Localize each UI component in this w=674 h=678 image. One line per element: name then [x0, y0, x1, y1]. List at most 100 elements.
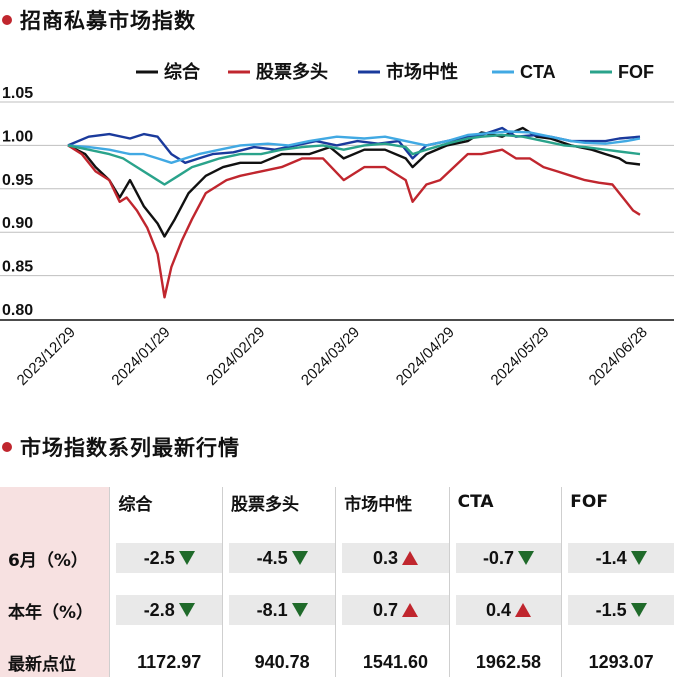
value-box: -0.7	[455, 543, 562, 573]
chart-legend: 综合 股票多头 市场中性 CTA FOF	[136, 61, 654, 82]
spacer-cell	[335, 517, 450, 543]
up-triangle-icon	[401, 603, 418, 617]
value-box: 0.7	[342, 595, 449, 625]
value-box: 1293.07	[568, 647, 674, 677]
column-header: CTA	[448, 487, 562, 517]
spacer-cell	[335, 625, 450, 647]
y-tick-label: 0.80	[2, 302, 33, 319]
value-text: 1293.07	[588, 651, 654, 672]
y-tick-label: 0.90	[2, 215, 33, 232]
value-box: -2.5	[116, 543, 222, 573]
table-section-title: 市场指数系列最新行情	[0, 432, 240, 462]
down-triangle-icon	[291, 551, 308, 565]
value-cell: -2.5	[109, 543, 223, 573]
quote-table: 综合 股票多头 市场中性 CTA FOF 6月（%） -2.5 -4.5 0.3 -0.7 -1.4…	[0, 487, 674, 677]
down-triangle-icon	[630, 603, 647, 617]
legend-label: 股票多头	[255, 61, 328, 82]
series-line	[67, 144, 641, 299]
value-cell: -4.5	[221, 543, 336, 573]
value-cell: -1.4	[561, 543, 674, 573]
value-cell: 0.4	[448, 595, 562, 625]
y-tick-label: 0.85	[2, 259, 33, 276]
y-axis: 1.05 1.00 0.95 0.90 0.85 0.80	[2, 85, 33, 319]
bullet-dot-icon	[2, 15, 12, 25]
column-header: 市场中性	[335, 487, 450, 517]
value-cell: 0.7	[335, 595, 450, 625]
spacer-cell	[561, 573, 674, 595]
up-triangle-icon	[401, 551, 418, 565]
value-text: -1.5	[595, 599, 627, 620]
down-triangle-icon	[178, 603, 195, 617]
value-text: -0.7	[482, 547, 514, 568]
value-text: 1962.58	[475, 651, 541, 672]
value-text: 0.3	[372, 547, 398, 568]
down-triangle-icon	[178, 551, 195, 565]
spacer-cell	[109, 573, 223, 595]
value-cell: 1293.07	[561, 647, 674, 677]
value-cell: -1.5	[561, 595, 674, 625]
header-corner	[0, 487, 110, 517]
legend-label: CTA	[520, 62, 556, 82]
value-box: 1541.60	[342, 647, 448, 677]
value-text: -2.8	[143, 599, 175, 620]
value-cell: 0.3	[335, 543, 450, 573]
chart-section-title: 招商私募市场指数	[0, 5, 196, 35]
value-cell: 1172.97	[109, 647, 223, 677]
x-tick-label: 2024/01/29	[108, 324, 173, 389]
value-text: -1.4	[595, 547, 627, 568]
x-tick-label: 2024/04/29	[393, 324, 458, 389]
table-row: 最新点位 1172.97 940.78 1541.60 1962.58 1293.07	[0, 647, 674, 677]
x-tick-label: 2023/12/29	[14, 324, 79, 389]
spacer-cell	[109, 517, 223, 543]
value-text: -4.5	[256, 547, 288, 568]
table-row: 本年（%） -2.8 -8.1 0.7 0.4 -1.5	[0, 595, 674, 625]
row-spacer	[0, 517, 674, 543]
series-line	[67, 130, 641, 164]
x-tick-label: 2024/06/28	[586, 324, 651, 389]
series-line	[67, 126, 641, 238]
spacer-cell	[335, 573, 450, 595]
value-text: 1541.60	[362, 651, 428, 672]
spacer-cell	[221, 517, 336, 543]
value-box: 940.78	[229, 647, 335, 677]
value-cell: 1541.60	[335, 647, 450, 677]
chart-series	[67, 126, 641, 299]
value-text: -2.5	[143, 547, 175, 568]
down-triangle-icon	[630, 551, 647, 565]
spacer-cell	[448, 517, 562, 543]
spacer-cell	[221, 573, 336, 595]
row-label-spacer	[0, 625, 110, 647]
row-label-spacer	[0, 517, 110, 543]
down-triangle-icon	[291, 603, 308, 617]
value-box: -4.5	[228, 543, 336, 573]
legend-label: 综合	[164, 61, 201, 82]
table-row: 6月（%） -2.5 -4.5 0.3 -0.7 -1.4	[0, 543, 674, 573]
y-tick-label: 1.00	[2, 128, 33, 145]
value-cell: -0.7	[448, 543, 562, 573]
row-label-spacer	[0, 573, 110, 595]
value-text: 0.4	[485, 599, 511, 620]
up-triangle-icon	[514, 603, 531, 617]
y-tick-label: 1.05	[2, 85, 33, 102]
spacer-cell	[221, 625, 336, 647]
value-text: 1172.97	[137, 651, 202, 672]
spacer-cell	[448, 573, 562, 595]
value-text: -8.1	[256, 599, 288, 620]
value-box: 1172.97	[116, 647, 222, 677]
value-cell: 940.78	[221, 647, 336, 677]
bullet-dot-icon	[2, 442, 12, 452]
row-label: 最新点位	[0, 647, 110, 677]
value-box: -1.4	[568, 543, 674, 573]
table-header-row: 综合 股票多头 市场中性 CTA FOF	[0, 487, 674, 517]
column-header: 综合	[109, 487, 223, 517]
value-box: 1962.58	[456, 647, 562, 677]
chart-title: 招商私募市场指数	[20, 9, 196, 33]
spacer-cell	[448, 625, 562, 647]
value-box: 0.3	[342, 543, 449, 573]
value-box: 0.4	[455, 595, 562, 625]
column-header: 股票多头	[221, 487, 336, 517]
legend-label: 市场中性	[386, 61, 458, 82]
row-spacer	[0, 573, 674, 595]
x-tick-label: 2024/05/29	[488, 324, 553, 389]
value-box: -8.1	[228, 595, 336, 625]
